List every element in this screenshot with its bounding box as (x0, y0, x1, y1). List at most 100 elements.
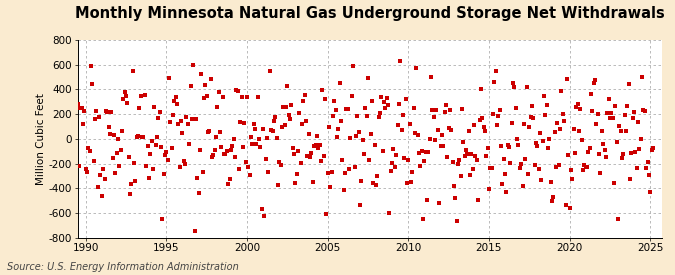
Point (479, 129, 490, 134)
Text: Monthly Minnesota Natural Gas Underground Storage Net Withdrawals: Monthly Minnesota Natural Gas Undergroun… (75, 6, 664, 21)
Point (294, 111, 305, 116)
Point (384, 211, 395, 215)
Point (302, 153, 313, 158)
Point (254, 137, 265, 141)
Point (313, 146, 323, 150)
Point (475, 86, 486, 91)
Point (219, 152, 230, 156)
Point (189, 229, 200, 234)
Point (566, 167, 576, 172)
Point (467, 167, 478, 171)
Point (468, 123, 479, 128)
Point (74, 164, 84, 168)
Point (601, 154, 612, 159)
Point (433, 128, 443, 132)
Point (543, 146, 554, 150)
Point (281, 105, 292, 109)
Point (548, 195, 559, 199)
Point (637, 74, 647, 79)
Point (95, 173, 106, 178)
Point (121, 94, 132, 98)
Point (551, 164, 562, 169)
Point (545, 180, 556, 184)
Point (106, 109, 117, 114)
Point (284, 113, 294, 118)
Point (593, 112, 603, 117)
Point (406, 179, 416, 184)
Point (344, 167, 354, 171)
Point (502, 143, 513, 148)
Point (429, 114, 439, 119)
Point (562, 77, 572, 81)
Point (641, 166, 651, 170)
Point (132, 135, 142, 139)
Point (204, 129, 215, 134)
Point (497, 182, 508, 186)
Point (79, 109, 90, 113)
Point (330, 108, 341, 112)
Point (235, 120, 246, 125)
Point (161, 150, 171, 154)
Point (466, 152, 477, 156)
Point (392, 123, 403, 127)
Point (493, 114, 504, 118)
Point (238, 145, 248, 150)
Point (252, 94, 263, 99)
Point (311, 134, 322, 139)
Point (319, 97, 330, 101)
Point (396, 128, 407, 132)
Point (402, 181, 412, 185)
Point (170, 94, 181, 99)
Point (582, 165, 593, 169)
Point (198, 96, 209, 100)
Point (611, 140, 622, 145)
Point (185, 84, 196, 89)
Point (166, 146, 177, 150)
Point (489, 80, 500, 85)
Point (425, 137, 435, 141)
Point (317, 88, 327, 92)
Point (213, 90, 224, 94)
Point (372, 173, 383, 178)
Point (118, 97, 129, 101)
Point (427, 108, 438, 112)
Point (348, 64, 358, 68)
Point (322, 171, 333, 175)
Point (111, 151, 122, 155)
Point (122, 100, 133, 105)
Point (269, 118, 279, 123)
Point (647, 146, 658, 150)
Point (483, 186, 494, 191)
Point (169, 99, 180, 103)
Point (614, 123, 624, 128)
Point (236, 95, 247, 100)
Point (146, 139, 157, 143)
Point (292, 171, 302, 176)
Point (234, 167, 244, 171)
Point (88, 159, 99, 163)
Point (184, 141, 194, 146)
Point (225, 147, 236, 152)
Point (201, 94, 212, 99)
Point (580, 165, 591, 169)
Point (357, 138, 368, 142)
Point (437, 133, 448, 137)
Point (329, 99, 340, 104)
Point (232, 89, 243, 93)
Point (109, 132, 119, 137)
Point (500, 172, 510, 177)
Point (165, 120, 176, 125)
Point (383, 103, 394, 107)
Point (278, 104, 289, 109)
Point (174, 165, 185, 169)
Point (576, 138, 587, 142)
Point (361, 114, 372, 118)
Point (113, 137, 124, 142)
Point (452, 218, 462, 223)
Point (256, 207, 267, 211)
Point (426, 75, 437, 80)
Point (255, 144, 266, 149)
Point (482, 145, 493, 150)
Point (505, 161, 516, 165)
Point (595, 170, 606, 175)
